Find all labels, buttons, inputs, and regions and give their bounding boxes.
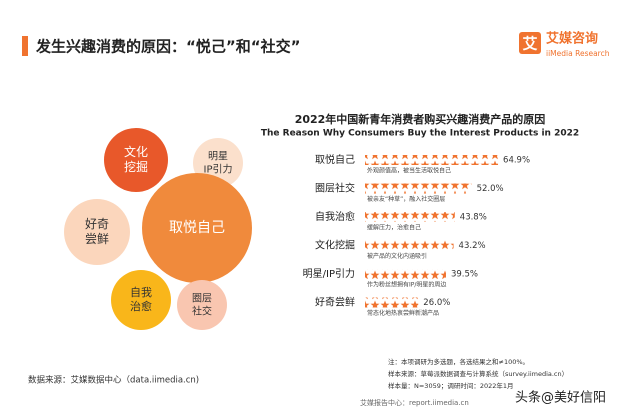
bubble bbox=[104, 128, 168, 192]
pictorial-bar bbox=[365, 212, 455, 222]
pictorial-bar bbox=[365, 183, 472, 194]
pictorial-bar bbox=[365, 297, 419, 308]
title-accent bbox=[22, 36, 28, 56]
logo-name: 艾媒咨询 bbox=[546, 31, 598, 47]
category-description: 常态化地热衷尝鲜新潮产品 bbox=[367, 309, 439, 317]
footer-site: 艾媒报告中心：report.iimedia.cn bbox=[360, 398, 469, 407]
source: 数据来源：艾媒数据中心（data.iimedia.cn) bbox=[28, 375, 199, 386]
value-label: 39.5% bbox=[451, 270, 478, 280]
value-label: 43.8% bbox=[460, 213, 487, 223]
category-description: 缓解压力，治愈自己 bbox=[367, 224, 421, 232]
bubble-label: 尝鲜 bbox=[85, 231, 109, 246]
note: 样本来源：草莓派数据调查与计算系统（survey.iimedia.cn） bbox=[388, 369, 568, 378]
bubble bbox=[177, 280, 227, 330]
note: 注：本项调研为多选题，各选结果之和≠100%。 bbox=[388, 357, 529, 366]
category-description: 被亲友“种草”，融入社交圈层 bbox=[367, 195, 445, 203]
chart-subtitle: The Reason Why Consumers Buy the Interes… bbox=[261, 129, 579, 139]
value-label: 64.9% bbox=[503, 156, 530, 166]
category-description: 外观颜值高，被当生活取悦自己 bbox=[367, 167, 451, 175]
watermark: 头条@美好信阳 bbox=[515, 390, 606, 406]
logo-mark: 艾 bbox=[522, 35, 537, 53]
category-description: 作为粉丝想拥有IP/明星的周边 bbox=[367, 281, 446, 289]
note: 样本量：N=3059；调研时间：2022年1月 bbox=[388, 381, 514, 390]
bubble-label: 自我 bbox=[130, 286, 152, 299]
category-label: 好奇尝鲜 bbox=[315, 296, 355, 309]
value-label: 26.0% bbox=[423, 298, 450, 308]
bubble-label: 明星 bbox=[208, 151, 228, 163]
category-label: 取悦自己 bbox=[315, 153, 355, 166]
bubble-label: IP引力 bbox=[204, 163, 233, 176]
pictorial-bar bbox=[365, 269, 446, 279]
chart-title: 2022年中国新青年消费者购买兴趣消费产品的原因 bbox=[295, 112, 546, 126]
bubble-label: 文化 bbox=[124, 144, 148, 159]
logo-english: iiMedia Research bbox=[546, 49, 610, 58]
page-title: 发生兴趣消费的原因：“悦己”和“社交” bbox=[35, 38, 300, 56]
bubble-label: 挖掘 bbox=[124, 159, 148, 174]
bubble-label: 好奇 bbox=[85, 217, 109, 231]
category-label: 自我治愈 bbox=[315, 210, 355, 223]
bubble bbox=[142, 173, 252, 283]
category-label: 明星/IP引力 bbox=[303, 267, 355, 280]
bubble-label: 治愈 bbox=[130, 299, 152, 313]
logo-icon bbox=[519, 32, 541, 54]
bubble-label: 圈层 bbox=[192, 293, 212, 305]
pictorial-bar bbox=[365, 240, 454, 251]
bubble bbox=[111, 270, 171, 330]
bubble bbox=[64, 199, 130, 265]
pictorial-bar bbox=[365, 155, 499, 165]
value-label: 52.0% bbox=[477, 184, 504, 194]
bubble-label: 取悦自己 bbox=[169, 220, 225, 236]
category-label: 文化挖掘 bbox=[315, 239, 355, 252]
value-label: 43.2% bbox=[459, 241, 486, 251]
category-description: 被产品的文化内涵吸引 bbox=[367, 252, 427, 260]
category-label: 圈层社交 bbox=[315, 182, 355, 195]
bubble-label: 社交 bbox=[192, 305, 212, 318]
